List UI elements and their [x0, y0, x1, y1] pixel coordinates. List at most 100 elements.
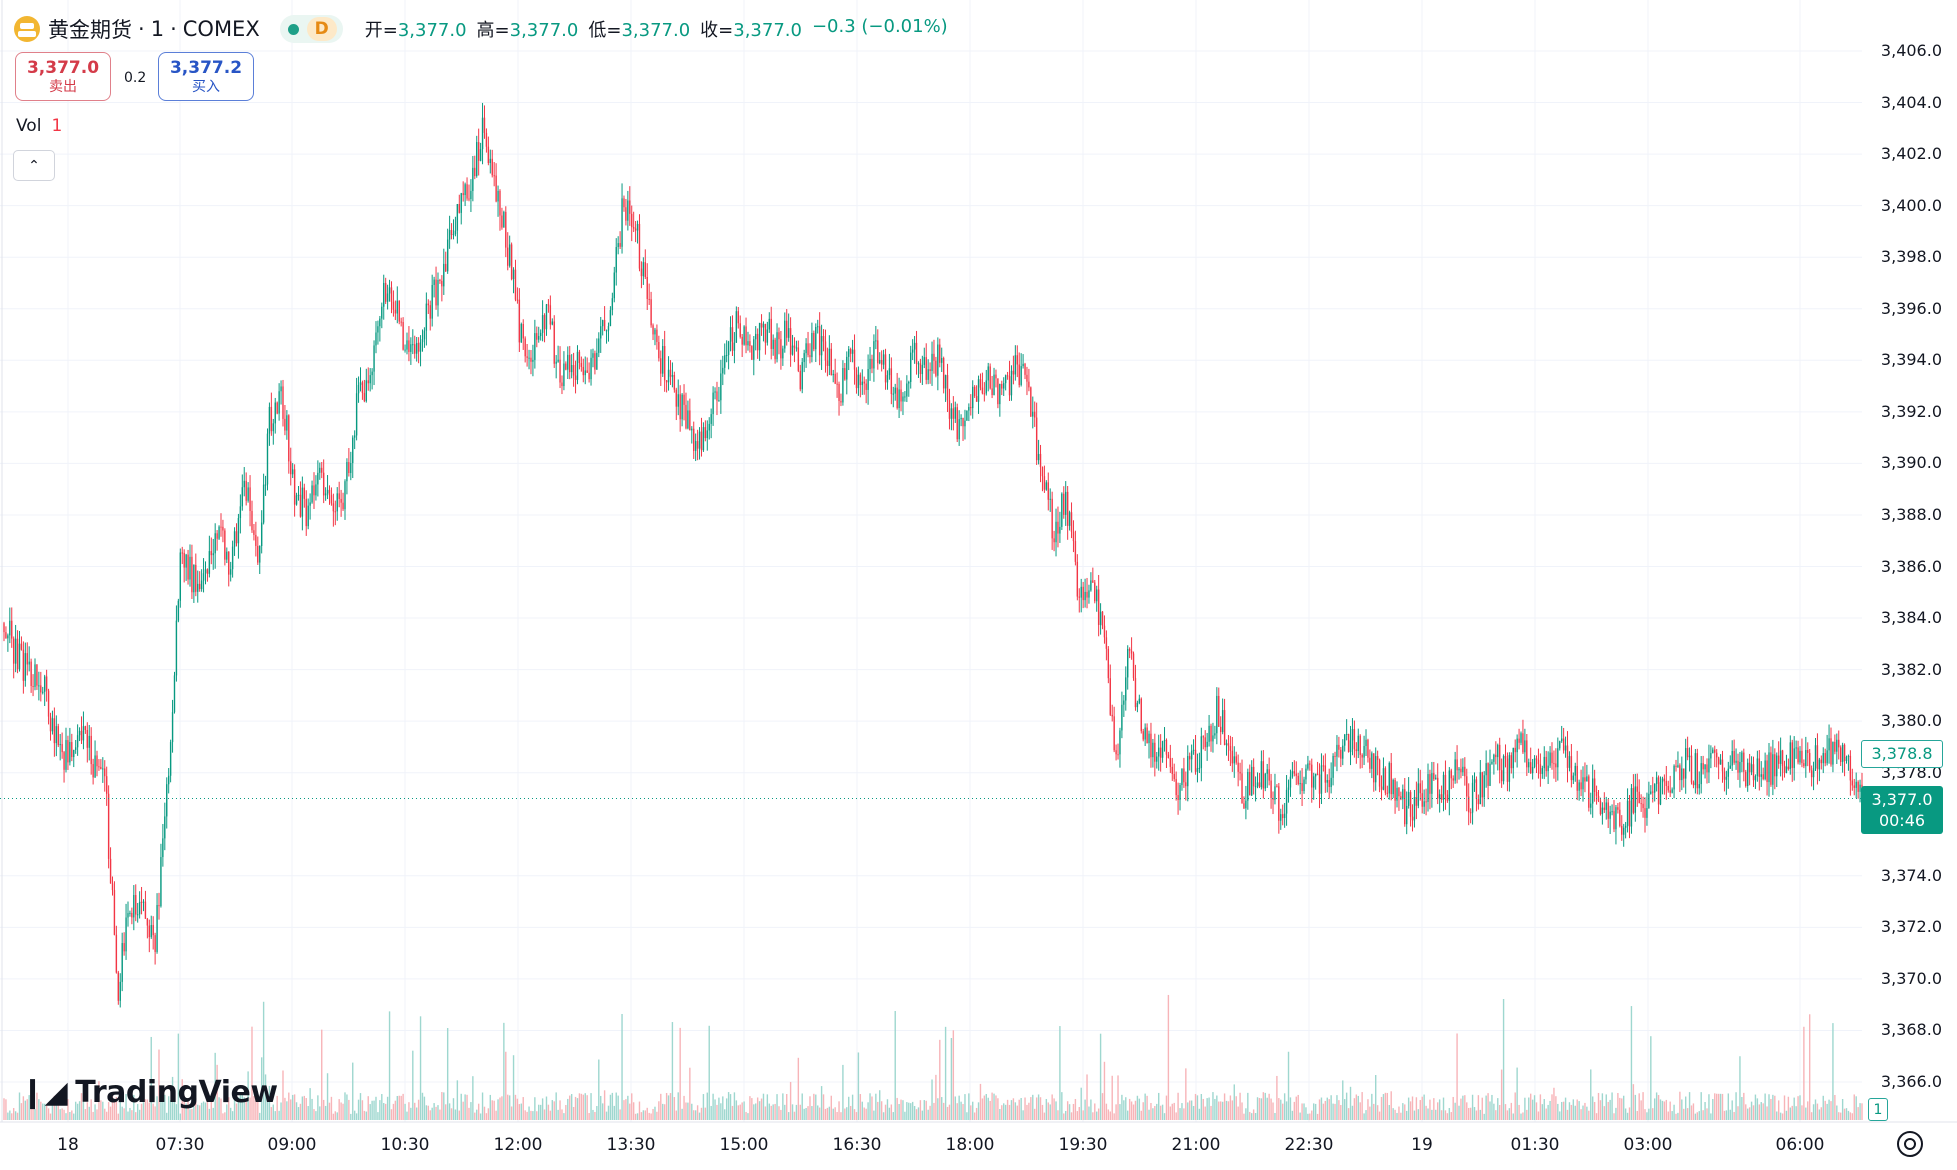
volume-bar	[460, 1093, 462, 1120]
interval-label[interactable]: 1	[150, 17, 165, 41]
volume-bar	[1407, 1097, 1410, 1120]
volume-bar	[1264, 1092, 1266, 1120]
volume-bar	[904, 1111, 906, 1120]
buy-button[interactable]: 3,377.2 买入	[158, 52, 254, 101]
volume-bar	[7, 1112, 9, 1120]
volume-bar	[805, 1107, 807, 1120]
candle-body	[303, 487, 306, 499]
volume-bar	[338, 1099, 340, 1120]
candle-body	[67, 740, 69, 763]
candle-body	[204, 569, 207, 574]
candle-body	[795, 347, 798, 349]
candle-body	[1245, 800, 1247, 809]
delayed-badge[interactable]: D	[306, 17, 337, 41]
chart-settings-icon[interactable]	[1897, 1131, 1923, 1157]
volume-bar	[758, 1101, 761, 1120]
volume-bar	[1659, 1099, 1662, 1120]
volume-bar	[216, 1064, 218, 1120]
volume-bar	[390, 1109, 393, 1120]
candle-body	[557, 359, 559, 362]
volume-bar	[1770, 1099, 1772, 1120]
volume-bar	[747, 1113, 749, 1120]
volume-bar	[1218, 1101, 1220, 1120]
candle-body	[1721, 759, 1724, 772]
volume-bar	[557, 1109, 559, 1120]
sell-button[interactable]: 3,377.0 卖出	[15, 52, 111, 101]
sell-label: 卖出	[49, 78, 77, 95]
volume-bar	[1644, 1109, 1646, 1120]
tradingview-logo[interactable]: ❙◢ TradingView	[20, 1075, 278, 1110]
candle-body	[1787, 766, 1790, 769]
volume-bar	[1646, 1112, 1648, 1120]
candle-body	[1229, 746, 1232, 751]
candle-body	[1177, 795, 1179, 800]
volume-bar	[708, 1025, 710, 1120]
candle-body	[487, 146, 490, 164]
volume-bar	[1068, 1104, 1071, 1120]
volume-bar	[522, 1097, 524, 1120]
candle-body	[476, 142, 478, 177]
candle-body	[32, 685, 34, 687]
candle-body	[884, 354, 887, 383]
volume-bar	[367, 1096, 369, 1120]
candle-body	[224, 530, 226, 560]
volume-bar	[208, 1108, 211, 1120]
price-tick-label: 3,368.0	[1880, 1020, 1942, 1040]
candle-body	[441, 280, 443, 287]
volume-bar	[1438, 1099, 1441, 1120]
candle-body	[1225, 743, 1228, 745]
candle-body	[968, 407, 970, 411]
candle-body	[1746, 762, 1749, 786]
candle-body	[1179, 785, 1181, 800]
volume-bar	[1258, 1097, 1261, 1120]
volume-bar	[908, 1102, 910, 1120]
candle-body	[1113, 716, 1115, 751]
candle-body	[747, 341, 749, 346]
candle-body	[1781, 750, 1784, 766]
volume-bar	[1834, 1094, 1836, 1120]
volume-bar	[398, 1095, 400, 1120]
candle-body	[1235, 756, 1237, 763]
market-status-pill[interactable]: D	[279, 15, 343, 43]
volume-bar	[580, 1093, 583, 1120]
candle-body	[671, 374, 674, 377]
candle-body	[1588, 776, 1590, 808]
candle-body	[1520, 733, 1522, 743]
volume-bar	[1313, 1103, 1315, 1120]
candle-body	[1466, 776, 1468, 797]
volume-bar	[1121, 1094, 1123, 1120]
volume-bar	[222, 1113, 224, 1120]
candle-body	[291, 469, 294, 475]
volume-bar	[1828, 1099, 1830, 1120]
candle-body	[1369, 757, 1371, 769]
candle-body	[1818, 759, 1821, 770]
volume-bar	[138, 1109, 141, 1120]
volume-bar	[660, 1093, 662, 1120]
volume-bar	[1136, 1095, 1139, 1120]
volume-bar	[784, 1104, 786, 1120]
candle-body	[937, 344, 939, 376]
volume-bar	[1727, 1093, 1730, 1120]
collapse-legend-button[interactable]: ⌃	[13, 150, 55, 181]
volume-bar	[640, 1112, 643, 1120]
candle-body	[450, 230, 453, 235]
candle-body	[1462, 766, 1464, 773]
candle-body	[1132, 653, 1135, 679]
symbol-name[interactable]: 黄金期货	[48, 18, 132, 42]
volume-bar	[1061, 1092, 1063, 1120]
candle-body	[40, 685, 42, 693]
candle-body	[1220, 726, 1222, 733]
candle-body	[1529, 762, 1532, 774]
candle-body	[1564, 745, 1567, 751]
candle-body	[1053, 538, 1055, 543]
volume-legend[interactable]: Vol 1	[16, 116, 62, 136]
candle-body	[154, 935, 156, 952]
candle-body	[1506, 758, 1509, 782]
candle-body	[193, 564, 195, 593]
volume-bar	[1460, 1098, 1462, 1120]
candle-body	[1287, 787, 1290, 790]
volume-bar	[187, 1098, 189, 1120]
volume-bar	[3, 1098, 5, 1120]
